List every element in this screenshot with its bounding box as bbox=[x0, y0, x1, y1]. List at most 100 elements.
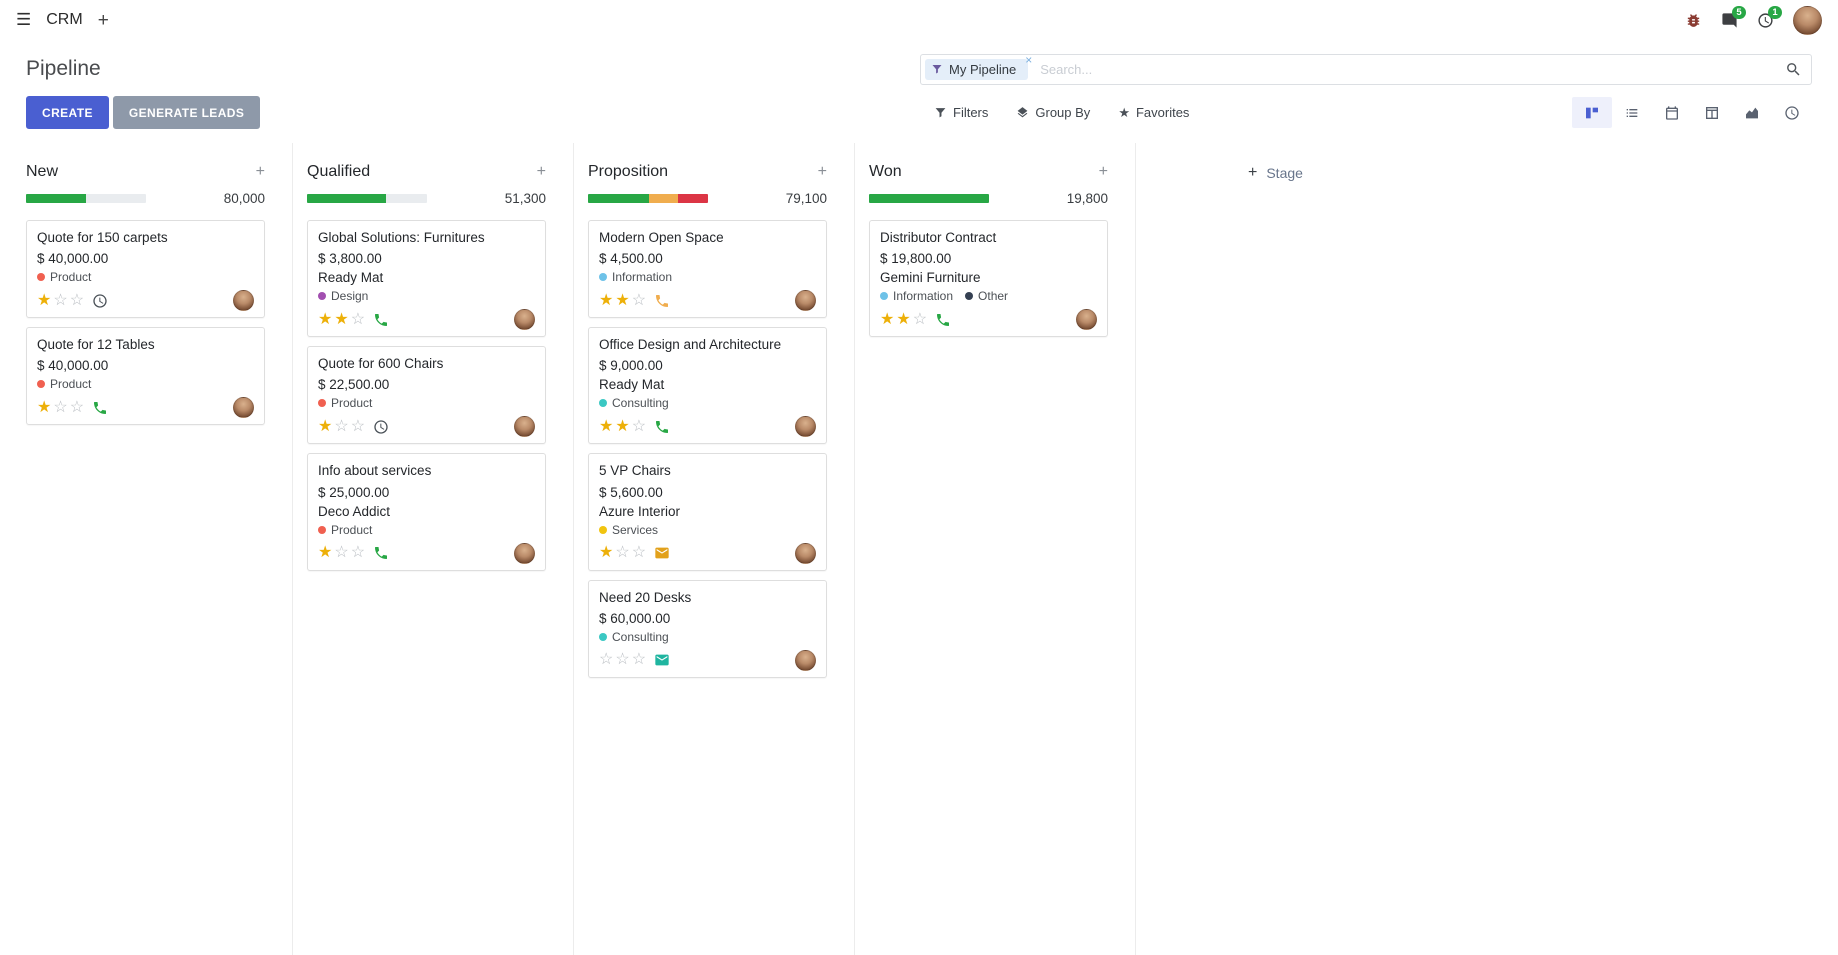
priority-star-filled-icon[interactable]: ★ bbox=[599, 291, 614, 309]
priority-star-empty-icon[interactable]: ☆ bbox=[631, 651, 647, 669]
filters-menu[interactable]: Filters bbox=[934, 105, 988, 120]
envelope-icon[interactable] bbox=[654, 652, 670, 668]
favorites-menu[interactable]: ★ Favorites bbox=[1118, 105, 1189, 120]
group-by-menu[interactable]: Group By bbox=[1016, 105, 1090, 120]
kanban-card[interactable]: Modern Open Space $ 4,500.00 Information… bbox=[588, 220, 827, 319]
kanban-card[interactable]: Office Design and Architecture $ 9,000.0… bbox=[588, 327, 827, 445]
search-bar[interactable]: My Pipeline × bbox=[920, 53, 1812, 85]
search-magnifier-icon[interactable] bbox=[1785, 61, 1802, 78]
graph-view-button[interactable] bbox=[1732, 97, 1772, 128]
priority-star-empty-icon[interactable]: ☆ bbox=[599, 651, 614, 669]
bug-icon[interactable] bbox=[1685, 12, 1702, 29]
app-name[interactable]: CRM bbox=[46, 11, 83, 28]
card-avatar[interactable] bbox=[233, 290, 254, 312]
priority-star-filled-icon[interactable]: ★ bbox=[880, 310, 895, 328]
search-facet[interactable]: My Pipeline × bbox=[925, 54, 1032, 80]
priority-star-empty-icon[interactable]: ☆ bbox=[350, 544, 366, 562]
kanban-card[interactable]: Distributor Contract $ 19,800.00 Gemini … bbox=[869, 220, 1108, 338]
phone-icon[interactable] bbox=[654, 419, 670, 435]
navbar-plus-icon[interactable]: + bbox=[97, 9, 109, 31]
card-avatar[interactable] bbox=[514, 416, 535, 438]
card-avatar[interactable] bbox=[514, 309, 535, 331]
pivot-view-button[interactable] bbox=[1692, 97, 1732, 128]
generate-leads-button[interactable]: GENERATE LEADS bbox=[112, 96, 261, 129]
column-quick-add-icon[interactable]: + bbox=[536, 163, 546, 180]
search-input[interactable] bbox=[1038, 60, 1785, 78]
priority-star-empty-icon[interactable]: ☆ bbox=[69, 291, 85, 309]
kanban-card[interactable]: Info about services $ 25,000.00 Deco Add… bbox=[307, 453, 546, 571]
user-avatar[interactable] bbox=[1793, 5, 1822, 35]
kanban-card[interactable]: Quote for 12 Tables $ 40,000.00 Product … bbox=[26, 327, 265, 426]
priority-star-empty-icon[interactable]: ☆ bbox=[912, 310, 928, 328]
facet-remove-icon[interactable]: × bbox=[1025, 52, 1033, 67]
priority-star-empty-icon[interactable]: ☆ bbox=[334, 544, 349, 562]
kanban-card[interactable]: Need 20 Desks $ 60,000.00 Consulting ☆ ☆ ☆ bbox=[588, 579, 827, 678]
priority-star-empty-icon[interactable]: ☆ bbox=[631, 544, 647, 562]
progress-segment[interactable] bbox=[869, 194, 989, 203]
calendar-view-button[interactable] bbox=[1652, 97, 1692, 128]
priority-star-filled-icon[interactable]: ★ bbox=[615, 291, 630, 309]
priority-star-filled-icon[interactable]: ★ bbox=[37, 398, 52, 416]
messages-icon[interactable]: 5 bbox=[1721, 5, 1746, 29]
envelope-icon[interactable] bbox=[654, 545, 670, 561]
progress-segment[interactable] bbox=[588, 194, 650, 203]
card-avatar[interactable] bbox=[795, 542, 816, 564]
priority-star-empty-icon[interactable]: ☆ bbox=[53, 398, 68, 416]
progress-segment[interactable] bbox=[26, 194, 86, 203]
priority-star-empty-icon[interactable]: ☆ bbox=[350, 310, 366, 328]
progress-segment[interactable] bbox=[307, 194, 387, 203]
kanban-card[interactable]: Quote for 600 Chairs $ 22,500.00 Product… bbox=[307, 346, 546, 445]
priority-star-filled-icon[interactable]: ★ bbox=[318, 544, 333, 562]
phone-icon[interactable] bbox=[654, 293, 670, 309]
priority-star-empty-icon[interactable]: ☆ bbox=[615, 651, 630, 669]
phone-icon[interactable] bbox=[935, 312, 951, 328]
column-quick-add-icon[interactable]: + bbox=[817, 163, 827, 180]
priority-star-empty-icon[interactable]: ☆ bbox=[631, 291, 647, 309]
card-avatar[interactable] bbox=[795, 290, 816, 312]
column-quick-add-icon[interactable]: + bbox=[255, 163, 265, 180]
priority-star-empty-icon[interactable]: ☆ bbox=[334, 417, 349, 435]
card-amount: $ 9,000.00 bbox=[599, 358, 663, 374]
priority-star-empty-icon[interactable]: ☆ bbox=[53, 291, 68, 309]
column-quick-add-icon[interactable]: + bbox=[1098, 163, 1108, 180]
tag-color-dot bbox=[880, 292, 888, 301]
clock-icon[interactable] bbox=[92, 293, 108, 309]
clock-icon[interactable] bbox=[373, 419, 389, 435]
priority-star-filled-icon[interactable]: ★ bbox=[615, 417, 630, 435]
card-avatar[interactable] bbox=[233, 397, 254, 419]
column-title[interactable]: Qualified bbox=[307, 163, 371, 180]
priority-star-filled-icon[interactable]: ★ bbox=[599, 544, 614, 562]
priority-star-empty-icon[interactable]: ☆ bbox=[615, 544, 630, 562]
priority-star-filled-icon[interactable]: ★ bbox=[318, 310, 333, 328]
list-view-button[interactable] bbox=[1612, 97, 1652, 128]
apps-menu-icon[interactable]: ☰ bbox=[16, 10, 32, 29]
activities-icon[interactable]: 1 bbox=[1757, 5, 1782, 29]
kanban-card[interactable]: 5 VP Chairs $ 5,600.00 Azure Interior Se… bbox=[588, 453, 827, 571]
phone-icon[interactable] bbox=[92, 400, 108, 416]
phone-icon[interactable] bbox=[373, 312, 389, 328]
kanban-card[interactable]: Quote for 150 carpets $ 40,000.00 Produc… bbox=[26, 220, 265, 319]
priority-star-empty-icon[interactable]: ☆ bbox=[350, 417, 366, 435]
card-avatar[interactable] bbox=[795, 416, 816, 438]
priority-star-filled-icon[interactable]: ★ bbox=[334, 310, 349, 328]
progress-segment[interactable] bbox=[649, 194, 678, 203]
column-title[interactable]: New bbox=[26, 163, 59, 180]
priority-star-filled-icon[interactable]: ★ bbox=[599, 417, 614, 435]
priority-star-empty-icon[interactable]: ☆ bbox=[631, 417, 647, 435]
column-title[interactable]: Proposition bbox=[588, 163, 669, 180]
progress-segment[interactable] bbox=[677, 194, 708, 203]
create-button[interactable]: CREATE bbox=[26, 96, 109, 129]
priority-star-filled-icon[interactable]: ★ bbox=[37, 291, 52, 309]
card-avatar[interactable] bbox=[1076, 309, 1097, 331]
priority-star-filled-icon[interactable]: ★ bbox=[318, 417, 333, 435]
priority-star-empty-icon[interactable]: ☆ bbox=[69, 398, 85, 416]
card-avatar[interactable] bbox=[795, 649, 816, 671]
card-avatar[interactable] bbox=[514, 542, 535, 564]
activity-view-button[interactable] bbox=[1772, 97, 1812, 128]
kanban-view-button[interactable] bbox=[1572, 97, 1612, 128]
column-title[interactable]: Won bbox=[869, 163, 902, 180]
add-stage-button[interactable]: + Stage bbox=[1248, 165, 1303, 182]
kanban-card[interactable]: Global Solutions: Furnitures $ 3,800.00 … bbox=[307, 220, 546, 338]
priority-star-filled-icon[interactable]: ★ bbox=[896, 310, 911, 328]
phone-icon[interactable] bbox=[373, 545, 389, 561]
